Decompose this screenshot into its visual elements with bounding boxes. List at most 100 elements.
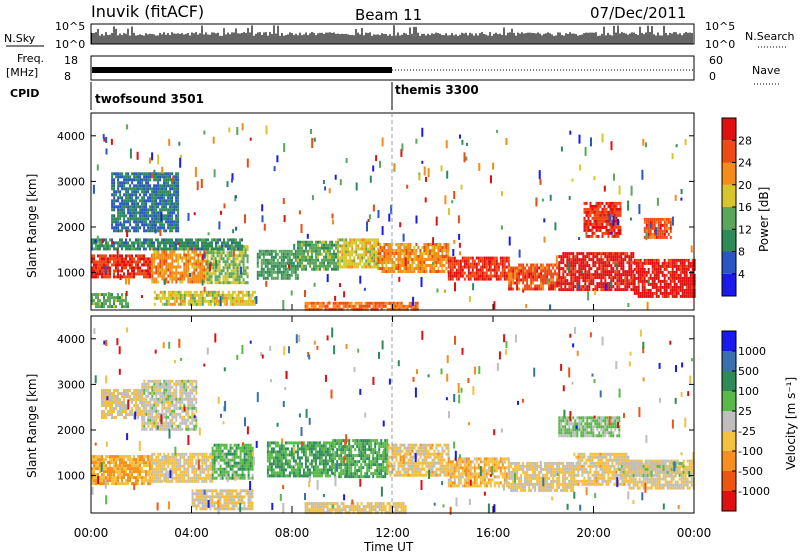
scatter-cell <box>121 175 124 179</box>
scatter-cell <box>647 294 650 298</box>
scatter-cell <box>167 220 170 224</box>
scatter-cell <box>337 265 340 269</box>
scatter-cell <box>159 265 162 269</box>
scatter-cell <box>213 290 216 294</box>
scatter-cell <box>159 220 162 224</box>
scatter-cell <box>433 264 436 267</box>
scatter-cell <box>317 243 319 247</box>
scatter-cell <box>123 220 126 224</box>
scatter-cell <box>540 284 543 288</box>
scatter-cell <box>687 261 690 265</box>
scatter-cell <box>223 302 226 306</box>
scatter-cell <box>526 278 529 282</box>
scatter-cell <box>620 288 623 292</box>
scatter-cell <box>362 304 365 308</box>
scatter-cell <box>503 271 506 275</box>
scatter-cell <box>212 272 215 276</box>
scatter-cell <box>251 299 254 303</box>
scatter-cell <box>689 282 692 286</box>
scatter-cell <box>131 467 133 471</box>
scatter-cell <box>657 264 660 268</box>
scatter-cell <box>117 275 119 279</box>
scatter-cell <box>663 223 666 227</box>
scatter-cell <box>115 220 118 224</box>
scatter-cell <box>657 226 660 230</box>
scatter-cell <box>643 261 646 265</box>
scatter-cell <box>125 214 128 218</box>
scatter-cell <box>107 482 109 486</box>
scatter-cell <box>199 299 202 303</box>
scatter-cell <box>393 249 396 252</box>
scatter-cell <box>445 255 448 258</box>
scatter-cell <box>297 246 299 250</box>
scatter-cell <box>679 264 682 268</box>
scatter-cell <box>592 255 595 259</box>
freq-unit-label: [MHz] <box>6 66 38 79</box>
scatter-cell <box>143 244 145 248</box>
scatter-cell <box>582 285 585 289</box>
scatter-cell <box>99 260 101 264</box>
scatter-cell <box>601 133 604 143</box>
scatter-cell <box>147 229 150 233</box>
scatter-cell <box>425 252 428 255</box>
scatter-cell <box>266 252 269 256</box>
scatter-cell <box>113 464 115 468</box>
scatter-cell <box>129 257 131 261</box>
scatter-cell <box>123 458 125 462</box>
scatter-cell <box>574 267 577 271</box>
scatter-cell <box>95 260 97 264</box>
scatter-cell <box>616 273 619 277</box>
scatter-cell <box>97 458 99 462</box>
scatter-cell <box>99 305 101 309</box>
scatter-cell <box>349 250 352 254</box>
scatter-cell <box>113 269 115 273</box>
scatter-cell <box>113 254 115 258</box>
scatter-cell <box>583 222 586 226</box>
scatter-cell <box>584 273 587 277</box>
scatter-cell <box>327 264 329 268</box>
scatter-cell <box>119 184 122 188</box>
scatter-cell <box>643 270 646 274</box>
scatter-cell <box>241 299 244 303</box>
scatter-cell <box>540 272 543 276</box>
scatter-cell <box>224 260 227 264</box>
scatter-cell <box>588 264 591 268</box>
scatter-cell <box>313 243 315 247</box>
scatter-cell <box>175 259 178 263</box>
scatter-cell <box>165 277 168 281</box>
scatter-cell <box>622 273 625 277</box>
scatter-cell <box>228 263 231 267</box>
scatter-cell <box>546 266 549 270</box>
scatter-cell <box>371 247 374 251</box>
scatter-cell <box>361 247 364 251</box>
scatter-cell <box>665 261 668 265</box>
scatter-cell <box>620 273 623 277</box>
scatter-cell <box>171 199 174 203</box>
scatter-cell <box>630 217 632 221</box>
scatter-cell <box>139 205 142 209</box>
scatter-cell <box>139 241 141 245</box>
scatter-cell <box>175 265 178 269</box>
scatter-cell <box>91 455 93 459</box>
scatter-cell <box>639 273 642 277</box>
scatter-cell <box>129 461 131 465</box>
beam-title: Beam 11 <box>355 6 422 24</box>
scatter-cell <box>219 247 221 251</box>
scatter-cell <box>123 187 126 191</box>
scatter-cell <box>272 261 275 265</box>
scatter-cell <box>436 288 439 293</box>
scatter-cell <box>101 482 103 486</box>
scatter-cell <box>194 167 197 177</box>
scatter-cell <box>574 264 577 268</box>
scatter-cell <box>159 247 161 251</box>
scatter-cell <box>109 461 111 465</box>
scatter-cell <box>236 127 239 135</box>
scatter-cell <box>208 281 211 285</box>
scatter-cell <box>159 290 162 294</box>
scatter-cell <box>612 252 615 256</box>
scatter-cell <box>159 184 162 188</box>
scatter-cell <box>208 248 211 252</box>
scatter-cell <box>159 259 162 263</box>
scatter-cell <box>376 307 379 311</box>
scatter-cell <box>512 266 515 270</box>
